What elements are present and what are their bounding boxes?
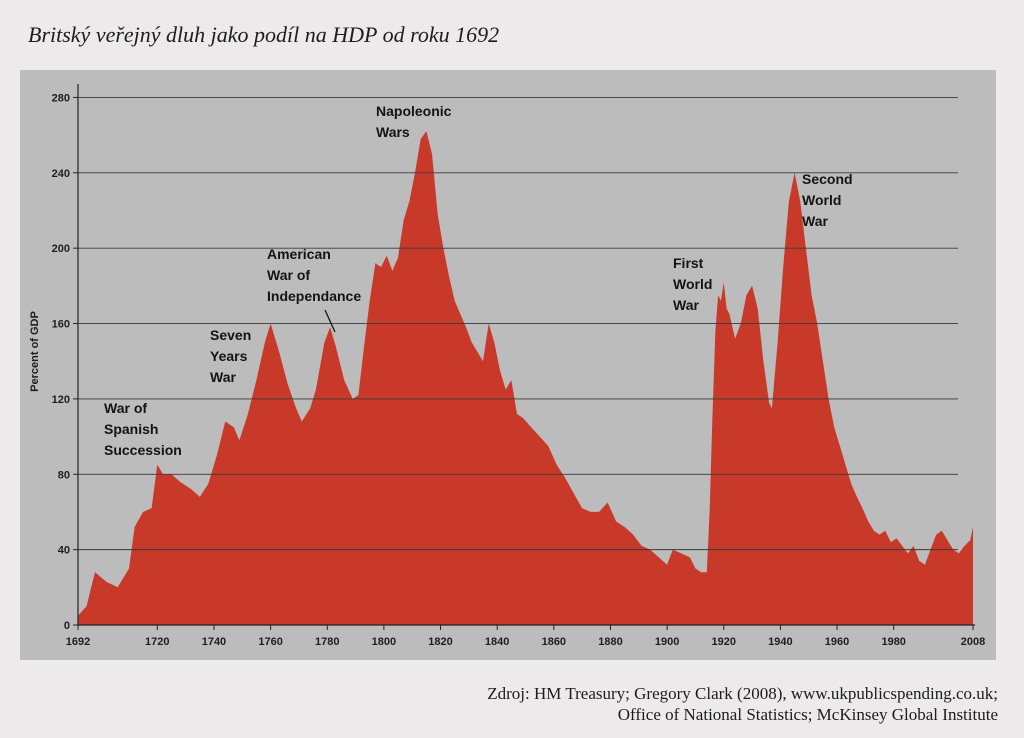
annotation-second-world-war-line-2: World [802,192,841,208]
annotation-seven-years-war-line-1: Seven [210,327,251,343]
annotation-second-world-war-line-1: Second [802,171,853,187]
y-tick-label-160: 160 [52,319,70,331]
y-tick-label-240: 240 [52,168,70,180]
chart-container: 0 40 80 120 160 200 240 280 1692 1720 1740 1760 1780… [20,70,996,660]
annotation-first-world-war-line-2: World [673,276,712,292]
x-tick-label-1920: 1920 [712,636,736,648]
annotation-war-of-spanish-succession-line-3: Succession [104,442,182,458]
x-tick-label-1980: 1980 [881,636,905,648]
x-tick-label-1692: 1692 [66,636,90,648]
y-tick-label-280: 280 [52,92,70,104]
x-tick-label-1800: 1800 [372,636,396,648]
x-tick-label-1720: 1720 [145,636,169,648]
x-tick-label-2008: 2008 [961,636,985,648]
annotation-first-world-war-line-1: First [673,255,704,271]
y-tick-label-0: 0 [64,620,70,632]
y-tick-label-80: 80 [58,469,70,481]
x-tick-label-1900: 1900 [655,636,679,648]
annotation-american-war-of-independance-line-1: American [267,246,331,262]
annotation-american-war-of-independance-line-3: Independance [267,288,361,304]
annotation-napoleonic-wars-line-2: Wars [376,124,410,140]
american-war-leader-line [324,309,336,333]
y-tick-label-40: 40 [58,545,70,557]
annotation-second-world-war-line-3: War [802,213,828,229]
x-tick-label-1880: 1880 [598,636,622,648]
x-tick-label-1740: 1740 [202,636,226,648]
source-note: Zdroj: HM Treasury; Gregory Clark (2008)… [487,683,998,725]
x-tick-label-1840: 1840 [485,636,509,648]
annotation-first-world-war-line-3: War [673,297,699,313]
y-tick-label-200: 200 [52,243,70,255]
x-tick-label-1760: 1760 [258,636,282,648]
annotation-seven-years-war-line-3: War [210,369,236,385]
debt-area-chart: 0 40 80 120 160 200 240 280 1692 1720 1740 1760 1780… [29,84,985,648]
annotation-seven-years-war-line-2: Years [210,348,248,364]
annotation-napoleonic-wars-line-1: Napoleonic [376,103,452,119]
annotation-war-of-spanish-succession-line-1: War of [104,400,147,416]
x-tick-label-1820: 1820 [428,636,452,648]
y-tick-label-120: 120 [52,394,70,406]
x-tick-label-1960: 1960 [825,636,849,648]
source-line-2: Office of National Statistics; McKinsey … [617,705,998,724]
page-title: Britský veřejný dluh jako podíl na HDP o… [28,22,500,47]
annotation-american-war-of-independance-line-2: War of [267,267,310,283]
annotation-war-of-spanish-succession-line-2: Spanish [104,421,158,437]
y-axis-title: Percent of GDP [29,311,41,392]
x-tick-label-1780: 1780 [315,636,339,648]
x-tick-label-1860: 1860 [542,636,566,648]
debt-area [78,131,973,626]
source-line-1: Zdroj: HM Treasury; Gregory Clark (2008)… [487,684,998,703]
x-tick-label-1940: 1940 [768,636,792,648]
